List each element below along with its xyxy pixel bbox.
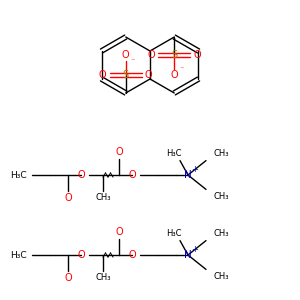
Text: CH₃: CH₃	[214, 149, 230, 158]
Text: O: O	[170, 70, 178, 80]
Text: O: O	[99, 70, 106, 80]
Text: CH₃: CH₃	[214, 192, 230, 201]
Text: +: +	[192, 244, 198, 253]
Text: O: O	[64, 273, 72, 283]
Text: O: O	[77, 250, 85, 260]
Text: N: N	[184, 250, 192, 260]
Text: O: O	[115, 227, 123, 237]
Text: O: O	[128, 250, 136, 260]
Text: H₃C: H₃C	[166, 149, 182, 158]
Text: H₃C: H₃C	[10, 170, 27, 179]
Text: O: O	[194, 50, 201, 60]
Text: S: S	[123, 70, 129, 80]
Text: CH₃: CH₃	[214, 272, 230, 281]
Text: O: O	[128, 170, 136, 180]
Text: ⁻: ⁻	[130, 56, 135, 65]
Text: S: S	[171, 50, 177, 60]
Text: H₃C: H₃C	[10, 250, 27, 260]
Text: H₃C: H₃C	[166, 229, 182, 238]
Text: O: O	[115, 147, 123, 157]
Text: O: O	[147, 50, 155, 60]
Text: CH₃: CH₃	[214, 229, 230, 238]
Text: ⁻: ⁻	[179, 64, 183, 74]
Text: O: O	[145, 70, 153, 80]
Text: O: O	[122, 50, 130, 60]
Text: N: N	[184, 170, 192, 180]
Text: O: O	[64, 193, 72, 203]
Text: O: O	[77, 170, 85, 180]
Text: CH₃: CH₃	[95, 194, 111, 202]
Text: +: +	[192, 164, 198, 173]
Text: CH₃: CH₃	[95, 274, 111, 283]
